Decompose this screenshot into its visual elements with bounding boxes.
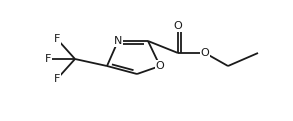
Text: O: O	[156, 61, 164, 71]
Text: O: O	[174, 21, 182, 31]
Text: O: O	[201, 48, 209, 58]
Text: F: F	[45, 54, 51, 64]
Text: N: N	[114, 36, 122, 46]
Text: F: F	[54, 74, 60, 84]
Text: F: F	[54, 34, 60, 44]
